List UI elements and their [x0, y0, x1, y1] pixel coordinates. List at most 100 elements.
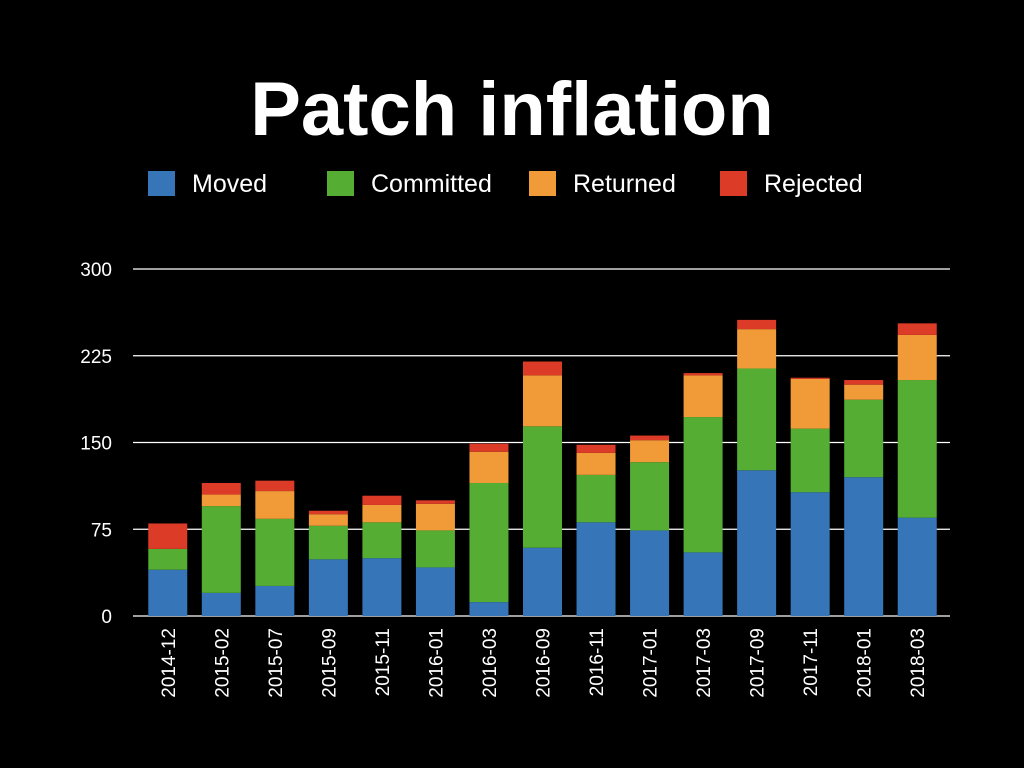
- bar-rejected-2015-11: [362, 495, 402, 505]
- bar-rejected-2017-03: [683, 373, 723, 376]
- bar-committed-2018-03: [897, 380, 937, 518]
- bar-stack-2016-01: [415, 500, 455, 616]
- x-tick-label: 2016-09: [534, 628, 555, 698]
- bar-moved-2017-09: [737, 470, 777, 616]
- bar-committed-2014-12: [148, 548, 188, 570]
- bar-committed-2015-02: [201, 506, 241, 593]
- bar-committed-2015-07: [255, 518, 295, 586]
- bar-moved-2014-12: [148, 569, 188, 616]
- x-tick-label: 2017-01: [641, 628, 662, 698]
- bar-committed-2016-03: [469, 482, 509, 603]
- bar-rejected-2014-12: [148, 523, 188, 549]
- bar-returned-2016-11: [576, 452, 616, 475]
- bar-rejected-2015-09: [308, 510, 348, 515]
- bar-stack-2018-01: [844, 380, 884, 616]
- bar-returned-2015-02: [201, 494, 241, 507]
- bar-stack-2016-09: [523, 361, 562, 616]
- legend-swatch-moved: [148, 171, 175, 196]
- bar-moved-2018-01: [844, 477, 884, 616]
- legend-label-returned: Returned: [573, 170, 676, 198]
- x-tick-label: 2015-11: [373, 628, 394, 696]
- bar-stack-2017-03: [683, 373, 723, 616]
- bar-rejected-2017-11: [790, 377, 830, 379]
- bar-rejected-2016-01: [415, 500, 455, 504]
- bar-returned-2017-09: [737, 329, 777, 369]
- bar-committed-2016-11: [576, 474, 616, 523]
- bar-moved-2015-11: [362, 558, 402, 616]
- bar-rejected-2018-01: [844, 380, 884, 385]
- bar-moved-2016-09: [523, 547, 562, 616]
- chart-title: Patch inflation: [250, 67, 774, 152]
- x-tick-label: 2018-03: [908, 628, 929, 698]
- bar-moved-2015-07: [255, 585, 295, 616]
- bar-returned-2016-01: [415, 503, 455, 531]
- bar-returned-2017-03: [683, 375, 723, 418]
- bar-rejected-2017-01: [630, 435, 670, 441]
- bar-rejected-2016-03: [469, 443, 509, 452]
- bar-committed-2018-01: [844, 399, 884, 478]
- y-tick-label: 225: [80, 347, 112, 368]
- legend: Moved Committed Returned Rejected: [148, 170, 863, 198]
- bar-moved-2017-03: [683, 552, 723, 616]
- x-tick-label: 2018-01: [855, 628, 876, 698]
- legend-label-moved: Moved: [192, 170, 267, 198]
- bar-stack-2015-09: [308, 510, 348, 616]
- x-tick-label: 2016-03: [480, 628, 501, 698]
- bar-moved-2016-03: [469, 602, 509, 616]
- bar-stack-2015-11: [362, 495, 402, 616]
- bar-stack-2016-11: [576, 444, 616, 616]
- bar-rejected-2015-02: [201, 482, 241, 495]
- bar-returned-2017-01: [630, 440, 670, 463]
- bar-committed-2017-03: [683, 417, 723, 553]
- x-tick-label: 2017-09: [748, 628, 769, 698]
- bar-stack-2017-01: [630, 435, 670, 616]
- bar-returned-2015-07: [255, 491, 295, 519]
- bar-rejected-2016-09: [523, 361, 562, 376]
- bar-rejected-2018-03: [897, 323, 937, 335]
- bar-moved-2017-01: [630, 530, 670, 616]
- y-tick-label: 0: [101, 607, 112, 628]
- bars: [148, 319, 937, 616]
- bar-committed-2017-01: [630, 462, 670, 531]
- legend-swatch-committed: [327, 171, 354, 196]
- bar-returned-2017-11: [790, 378, 830, 429]
- legend-swatch-returned: [529, 171, 556, 196]
- bar-returned-2015-11: [362, 504, 402, 523]
- y-tick-label: 300: [80, 260, 112, 281]
- x-tick-label: 2015-09: [319, 628, 340, 698]
- bar-committed-2015-09: [308, 525, 348, 560]
- bar-rejected-2017-09: [737, 319, 777, 330]
- bar-returned-2016-09: [523, 375, 562, 427]
- x-tick-label: 2017-03: [694, 628, 715, 698]
- bar-moved-2015-09: [308, 559, 348, 616]
- bar-committed-2016-09: [523, 426, 562, 548]
- legend-label-committed: Committed: [371, 170, 492, 198]
- bar-returned-2018-03: [897, 334, 937, 381]
- bar-committed-2016-01: [415, 530, 455, 568]
- bar-moved-2017-11: [790, 492, 830, 616]
- legend-label-rejected: Rejected: [764, 170, 863, 198]
- bar-committed-2017-09: [737, 368, 777, 471]
- x-tick-label: 2015-07: [266, 628, 287, 698]
- bar-stack-2018-03: [897, 323, 937, 616]
- x-tick-label: 2015-02: [212, 628, 233, 698]
- bar-stack-2015-02: [201, 482, 241, 616]
- bar-stack-2017-11: [790, 377, 830, 616]
- x-tick-label: 2014-12: [159, 628, 180, 698]
- x-tick-label: 2017-11: [801, 628, 822, 696]
- bar-moved-2015-02: [201, 592, 241, 616]
- bar-stack-2017-09: [737, 319, 777, 616]
- bar-returned-2018-01: [844, 384, 884, 400]
- y-tick-label: 150: [80, 434, 112, 455]
- bar-rejected-2016-11: [576, 444, 616, 453]
- x-axis-labels: 2014-12 2015-02 2015-07 2015-09 2015-11 2016-…: [159, 628, 929, 698]
- bar-moved-2016-01: [415, 567, 455, 616]
- bar-moved-2016-11: [576, 522, 616, 616]
- bar-stack-2016-03: [469, 443, 509, 616]
- bar-returned-2016-03: [469, 451, 509, 483]
- bar-committed-2017-11: [790, 428, 830, 493]
- bar-returned-2015-09: [308, 514, 348, 526]
- legend-swatch-rejected: [720, 171, 747, 196]
- bar-rejected-2015-07: [255, 480, 295, 492]
